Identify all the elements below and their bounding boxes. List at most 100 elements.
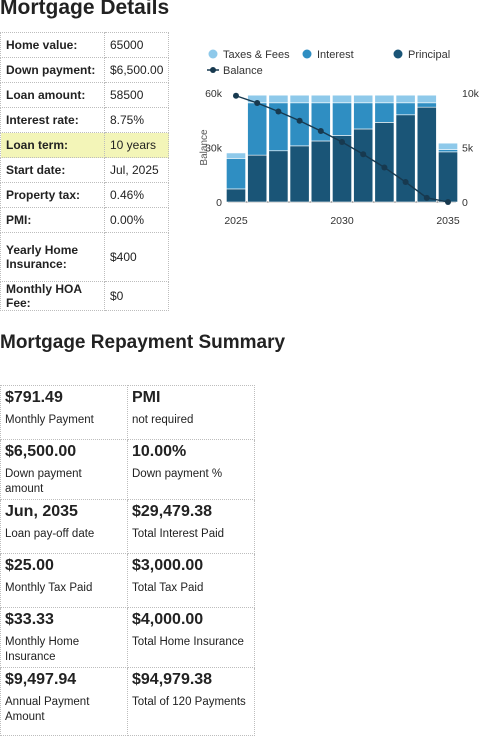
summary-cell: Jun, 2035 Loan pay-off date — [0, 499, 128, 554]
summary-label: Loan pay-off date — [5, 528, 95, 540]
details-label: Yearly Home Insurance: — [0, 232, 105, 282]
details-row: Start date: Jul, 2025 — [0, 157, 170, 183]
summary-label: Monthly Tax Paid — [5, 582, 93, 594]
summary-label: Monthly Payment — [5, 414, 94, 426]
summary-label: Total Interest Paid — [132, 528, 225, 540]
bar-principal — [395, 114, 416, 203]
details-row: PMI: 0.00% — [0, 207, 170, 233]
details-value: 58500 — [103, 82, 170, 108]
summary-value: $6,500.00 — [5, 443, 77, 460]
details-value: 65000 — [103, 32, 170, 58]
summary-cell: $29,479.38 Total Interest Paid — [127, 499, 255, 554]
summary-cell: $25.00 Monthly Tax Paid — [0, 553, 128, 608]
bar-taxes-fees — [310, 94, 331, 104]
details-value: 8.75% — [103, 107, 170, 133]
details-title: Mortgage Details — [0, 0, 170, 19]
summary-value: PMI — [132, 389, 161, 406]
right-axis-title: Payments — [495, 125, 496, 169]
summary-cell: 10.00% Down payment % — [127, 439, 255, 500]
summary-label: Total of 120 Payments — [132, 696, 246, 708]
summary-value: $33.33 — [5, 611, 54, 628]
summary-title: Mortgage Repayment Summary — [0, 332, 286, 353]
summary-label: Down payment amount — [5, 468, 82, 495]
summary-cell: $4,000.00 Total Home Insurance — [127, 607, 255, 668]
summary-cell: PMI not required — [127, 385, 255, 440]
summary-cell: $94,979.38 Total of 120 Payments — [127, 667, 255, 736]
bar-principal — [438, 151, 458, 203]
bar-principal — [416, 106, 437, 203]
details-row: Yearly Home Insurance: $400 — [0, 232, 170, 282]
details-label: PMI: — [0, 207, 105, 233]
summary-value: $3,000.00 — [132, 557, 204, 574]
right-axis-tick-label: 5k — [462, 143, 474, 155]
summary-value: $29,479.38 — [132, 503, 213, 520]
balance-line — [233, 92, 451, 205]
bar-taxes-fees — [332, 94, 352, 104]
details-row: Property tax: 0.46% — [0, 182, 170, 208]
summary-row: $791.49 Monthly Payment PMI not required — [0, 385, 255, 440]
bar-interest — [332, 102, 352, 136]
summary-value: $791.49 — [5, 389, 63, 406]
balance-point — [381, 164, 388, 171]
legend-label: Interest — [317, 49, 354, 61]
summary-cell: $9,497.94 Annual Payment Amount — [0, 667, 128, 736]
legend-label: Balance — [223, 65, 263, 77]
bar-principal — [247, 154, 268, 203]
legend-swatch-interest — [302, 49, 312, 59]
bar-principal — [353, 128, 374, 203]
summary-row: $6,500.00 Down payment amount 10.00% Down … — [0, 439, 255, 500]
summary-value: $4,000.00 — [132, 611, 204, 628]
balance-point — [423, 194, 430, 201]
details-label: Interest rate: — [0, 107, 105, 133]
summary-cell: $791.49 Monthly Payment — [0, 385, 128, 440]
summary-value: $9,497.94 — [5, 671, 77, 688]
left-axis-tick-label: 60k — [205, 88, 223, 100]
balance-point — [275, 108, 282, 115]
details-label: Property tax: — [0, 182, 105, 208]
legend-swatch-taxes-fees — [208, 49, 218, 59]
details-value: 10 years — [103, 132, 170, 158]
summary-cell: $6,500.00 Down payment amount — [0, 439, 128, 500]
details-value: 0.00% — [103, 207, 170, 233]
bar-taxes-fees — [353, 94, 374, 104]
summary-label: Monthly Home Insurance — [5, 636, 80, 663]
details-label: Home value: — [0, 32, 105, 58]
details-label: Down payment: — [0, 57, 105, 83]
balance-point — [254, 99, 261, 106]
chart-bars — [226, 94, 458, 203]
bar-taxes-fees — [268, 94, 289, 104]
details-label: Loan term: — [0, 132, 105, 158]
bar-principal — [268, 150, 289, 203]
right-axis-tick-label: 0 — [462, 197, 468, 209]
summary-value: $25.00 — [5, 557, 54, 574]
bar-interest — [438, 149, 458, 153]
details-row: Interest rate: 8.75% — [0, 107, 170, 133]
bar-taxes-fees — [289, 94, 310, 104]
bar-interest — [395, 102, 416, 116]
legend-swatch-principal — [393, 49, 403, 59]
summary-label: Annual Payment Amount — [5, 696, 90, 723]
summary-row: Jun, 2035 Loan pay-off date $29,479.38 Tot… — [0, 499, 255, 554]
details-row-highlighted: Loan term: 10 years — [0, 132, 170, 158]
bar-principal — [226, 188, 246, 203]
summary-cell: $33.33 Monthly Home Insurance — [0, 607, 128, 668]
details-table: Home value: 65000 Down payment: $6,500.00 … — [0, 32, 170, 311]
balance-point — [317, 127, 324, 134]
bar-principal — [310, 140, 331, 203]
details-value: 0.46% — [103, 182, 170, 208]
bar-taxes-fees — [395, 94, 416, 104]
balance-point — [445, 199, 451, 205]
bar-taxes-fees — [226, 152, 246, 159]
chart-legend: Taxes & Fees Interest Principal Balance — [207, 49, 450, 77]
bar-interest — [374, 102, 395, 123]
details-label: Loan amount: — [0, 82, 105, 108]
balance-point — [339, 139, 345, 146]
summary-label: Total Home Insurance — [132, 636, 244, 648]
legend-label: Principal — [408, 49, 450, 61]
bar-taxes-fees — [438, 142, 458, 150]
left-axis-tick-label: 0 — [216, 197, 222, 209]
balance-point — [233, 92, 239, 99]
details-row: Loan amount: 58500 — [0, 82, 170, 108]
left-axis-title: Balance — [199, 129, 210, 166]
details-row: Monthly HOA Fee: $0 — [0, 281, 170, 311]
